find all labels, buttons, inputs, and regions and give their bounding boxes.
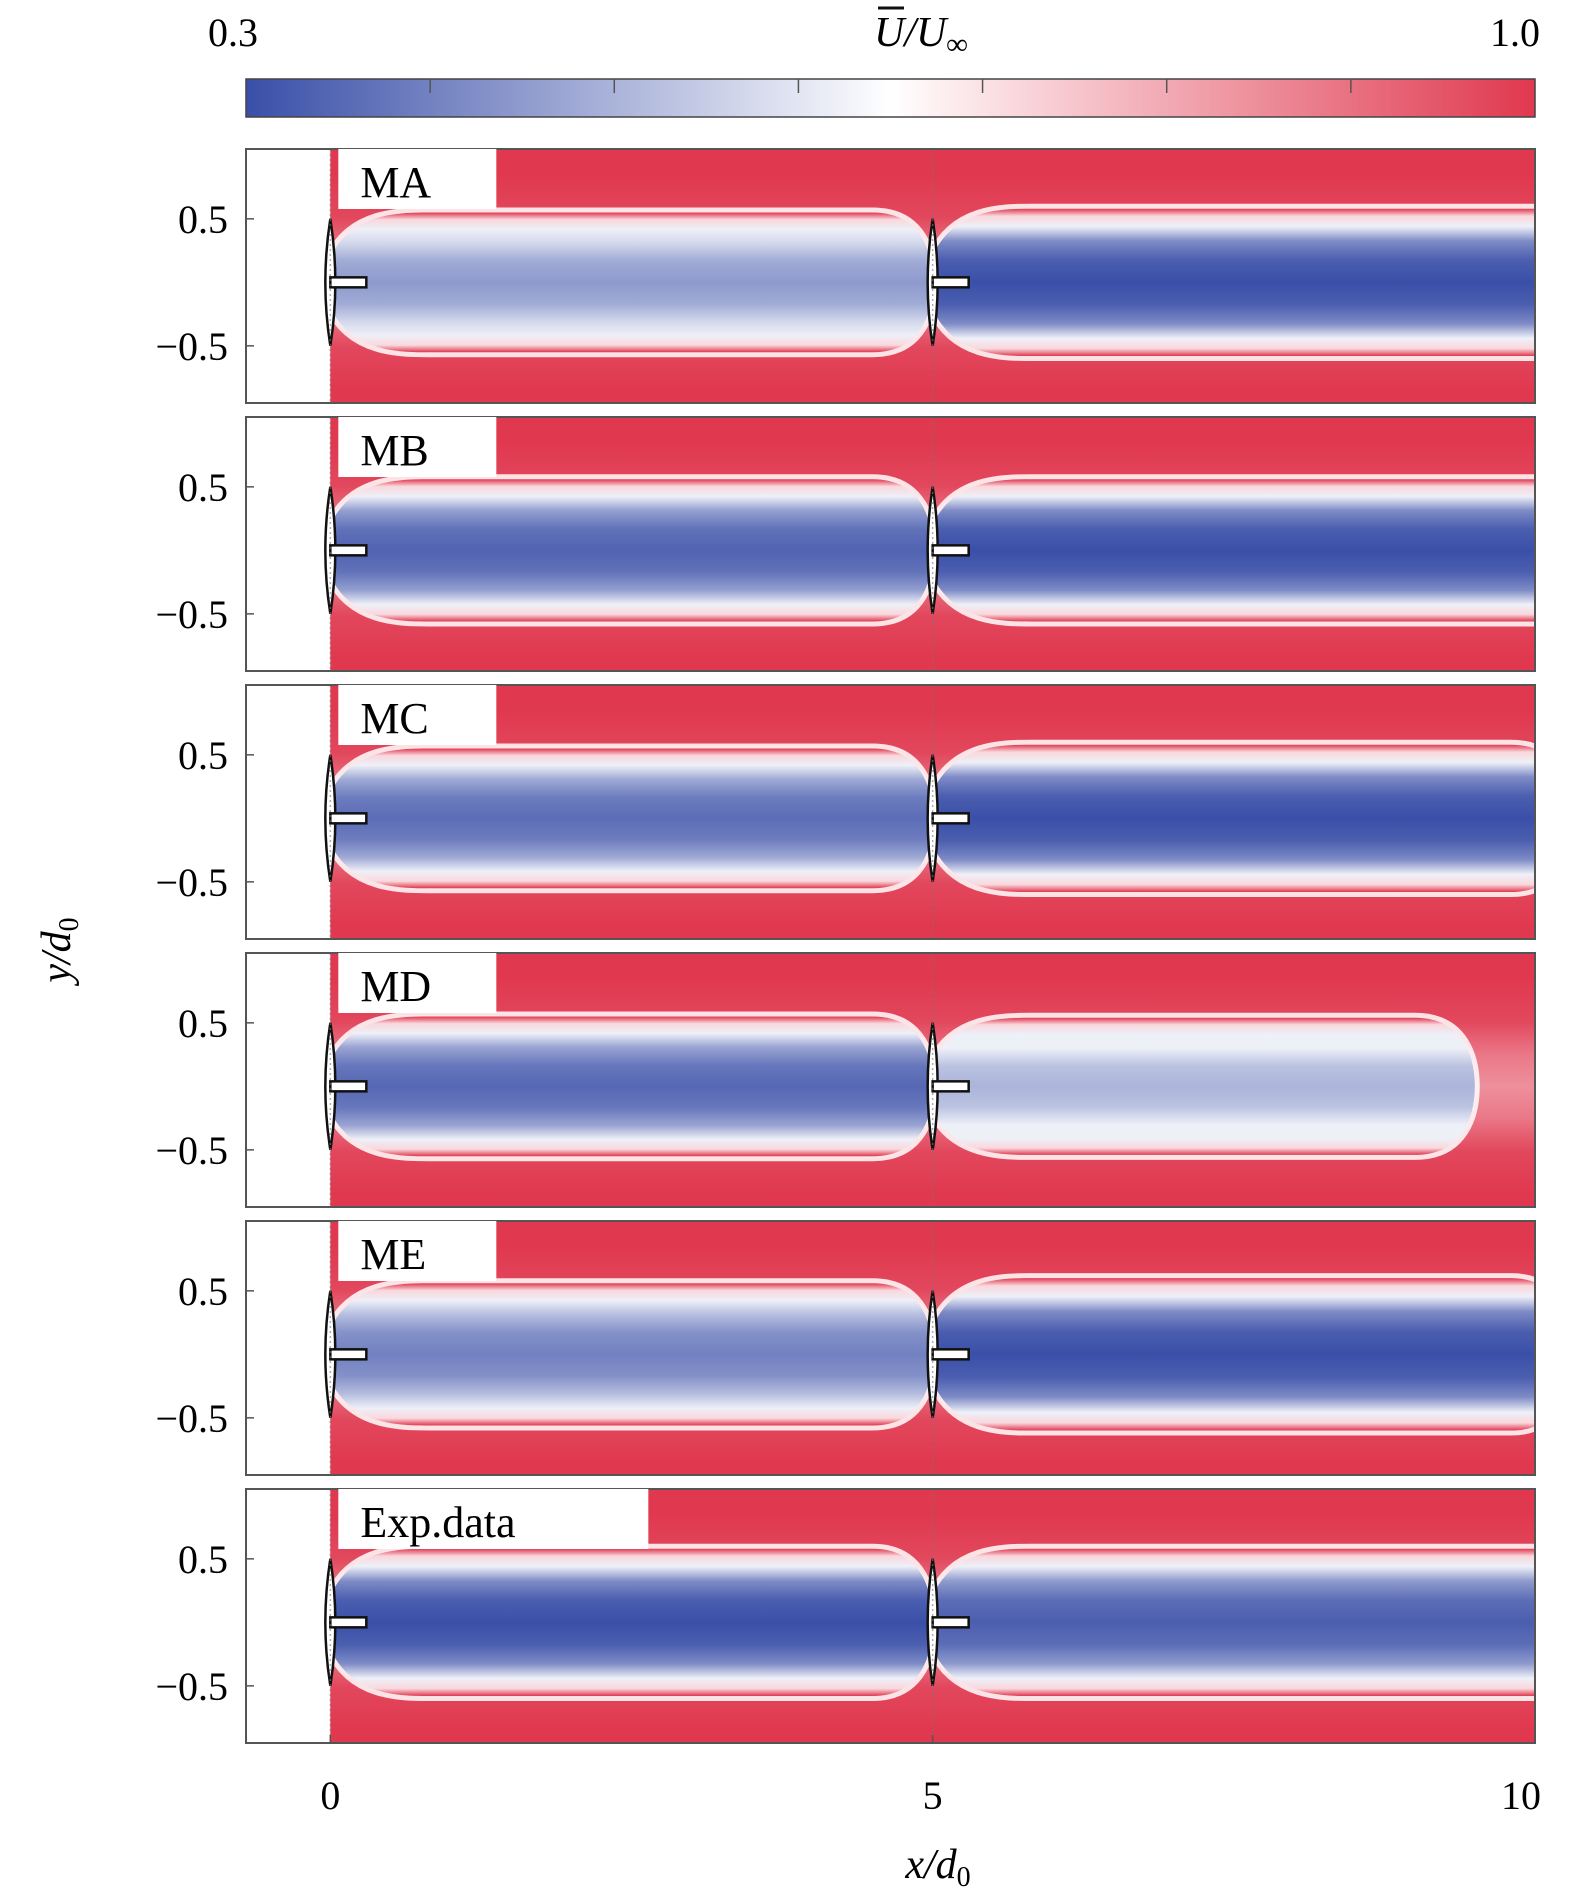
wake-region (932, 1548, 1535, 1697)
x-axis-label-main: x/d (904, 1842, 957, 1888)
wake-region (932, 744, 1535, 893)
panel-me: ME 0.5 −0.5 (155, 1220, 1536, 1476)
wake-region (932, 1017, 1475, 1155)
y-tick-label: 0.5 (178, 465, 228, 510)
y-tick-label: 0.5 (178, 1537, 228, 1582)
panel-mb: MB 0.5 −0.5 (155, 416, 1536, 672)
panels: MA 0.5 −0.5 MB 0.5 −0.5 MC 0.5 −0.5 MD 0.5 −0.5 ME 0.… (155, 148, 1536, 1744)
panel-exp: Exp.data 0.5 −0.5 (155, 1488, 1536, 1744)
wake-region (932, 1278, 1535, 1431)
panel-border (245, 684, 1536, 940)
y-axis-label-main: y/d (34, 930, 80, 986)
x-axis-label: x/d0 (904, 1842, 970, 1893)
panel-border (245, 416, 1536, 672)
panel-md: MD 0.5 −0.5 (155, 952, 1536, 1208)
y-tick-label: 0.5 (178, 197, 228, 242)
colorbar: 0.3 1.0 U/U∞ (208, 6, 1540, 118)
wake-region (330, 748, 933, 889)
y-tick-label: 0.5 (178, 1269, 228, 1314)
x-axis: 0 5 10 (320, 1735, 1541, 1818)
y-tick-label: −0.5 (155, 1128, 228, 1173)
y-tick-label: −0.5 (155, 592, 228, 637)
y-tick-label: −0.5 (155, 1396, 228, 1441)
panel-label-box (338, 149, 497, 209)
y-tick-label: −0.5 (155, 860, 228, 905)
panel-label-box (338, 1489, 649, 1549)
panel-label-box (338, 417, 497, 477)
panel-label: MB (360, 426, 428, 475)
y-tick-label: 0.5 (178, 733, 228, 778)
wake-region (330, 1283, 933, 1426)
panel-label: MC (360, 694, 428, 743)
colorbar-min-label: 0.3 (208, 10, 258, 55)
panel-label: Exp.data (360, 1498, 515, 1547)
wake-region (932, 208, 1535, 357)
panel-ma: MA 0.5 −0.5 (155, 148, 1536, 404)
wake-region (330, 212, 933, 353)
wake-region (330, 479, 933, 622)
colorbar-title-sub: ∞ (946, 28, 967, 61)
colorbar-title-sep: /U (902, 10, 949, 56)
panel-label-box (338, 953, 497, 1013)
panel-border (245, 1488, 1536, 1744)
panel-border (245, 148, 1536, 404)
colorbar-title-u: U (874, 10, 907, 56)
panel-label-box (338, 1221, 497, 1281)
panel-label: MD (360, 962, 431, 1011)
turbine-icon (324, 218, 368, 347)
turbine-icon (926, 1022, 970, 1151)
y-tick-label: −0.5 (155, 1664, 228, 1709)
y-tick-label: −0.5 (155, 324, 228, 369)
wake-region (330, 1016, 933, 1157)
panel-mc: MC 0.5 −0.5 (155, 684, 1536, 940)
panel-label-box (338, 685, 497, 745)
y-axis-label-sub: 0 (54, 917, 85, 931)
x-tick-label: 5 (923, 1773, 943, 1818)
y-tick-label: 0.5 (178, 1001, 228, 1046)
x-tick-label: 0 (320, 1773, 340, 1818)
panel-label: ME (360, 1230, 426, 1279)
colorbar-gradient (245, 78, 1536, 118)
panel-border (245, 1220, 1536, 1476)
colorbar-title: U/U∞ (874, 6, 968, 61)
svg-text:U/U∞: U/U∞ (874, 10, 968, 61)
panel-label: MA (360, 158, 431, 207)
x-tick-label: 10 (1501, 1773, 1541, 1818)
colorbar-max-label: 1.0 (1490, 10, 1540, 55)
panel-border (245, 952, 1536, 1208)
wake-region (932, 479, 1535, 622)
y-axis-label: y/d0 (34, 917, 85, 986)
wake-region (330, 1548, 933, 1697)
x-axis-label-sub: 0 (957, 1862, 971, 1893)
